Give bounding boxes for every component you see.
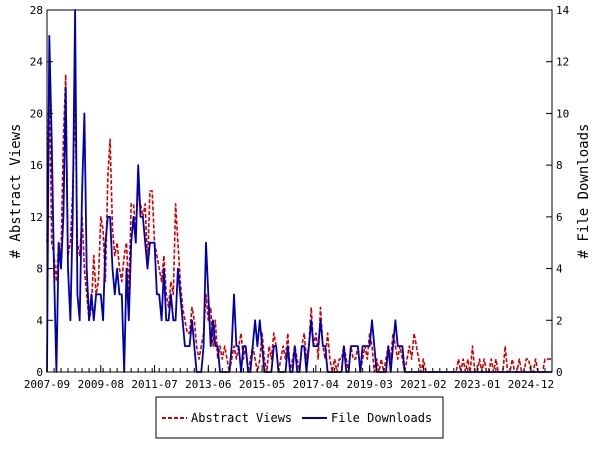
y-left-tick-label: 24 bbox=[30, 56, 44, 69]
x-tick-label: 2019-03 bbox=[346, 378, 392, 391]
series-layer bbox=[46, 9, 552, 373]
y-right-tick-label: 10 bbox=[556, 107, 569, 120]
y-left-tick-label: 12 bbox=[30, 211, 43, 224]
y-left-tick-label: 16 bbox=[30, 159, 43, 172]
legend-label-file-downloads: File Downloads bbox=[331, 411, 432, 425]
y-right-tick-label: 0 bbox=[556, 366, 563, 379]
y-right-tick-label: 2 bbox=[556, 314, 563, 327]
x-axis: 2007-09 2009-08 2011-07 2013-06 2015-05 2017-… bbox=[24, 365, 554, 391]
x-tick-label: 2023-01 bbox=[454, 378, 500, 391]
legend-label-abstract-views: Abstract Views bbox=[191, 411, 292, 425]
y-left-tick-label: 0 bbox=[36, 366, 43, 379]
y-axis-left: 0 4 8 12 16 20 24 28 bbox=[30, 4, 53, 379]
y-right-tick-label: 12 bbox=[556, 56, 569, 69]
y-left-tick-label: 28 bbox=[30, 4, 43, 17]
y-axis-right-label: # File Downloads bbox=[576, 124, 592, 259]
y-left-tick-label: 20 bbox=[30, 107, 43, 120]
x-tick-label: 2013-06 bbox=[185, 378, 231, 391]
y-right-tick-label: 14 bbox=[556, 4, 570, 17]
y-right-tick-label: 4 bbox=[556, 263, 563, 276]
x-tick-label: 2017-04 bbox=[293, 378, 340, 391]
y-axis-right: 0 2 4 6 8 10 12 14 bbox=[546, 4, 570, 379]
y-axis-left-label: # Abstract Views bbox=[8, 124, 24, 259]
y-right-tick-label: 6 bbox=[556, 211, 563, 224]
x-tick-label: 2024-12 bbox=[508, 378, 554, 391]
series-line-file-downloads bbox=[46, 9, 552, 373]
x-tick-label: 2015-05 bbox=[239, 378, 285, 391]
y-right-tick-label: 8 bbox=[556, 159, 563, 172]
x-tick-label: 2007-09 bbox=[24, 378, 70, 391]
x-tick-label: 2009-08 bbox=[78, 378, 124, 391]
x-minor-ticks bbox=[46, 368, 553, 372]
x-tick-label: 2011-07 bbox=[131, 378, 177, 391]
legend-box bbox=[155, 396, 444, 439]
x-tick-label: 2021-02 bbox=[400, 378, 446, 391]
legend: Abstract Views File Downloads bbox=[155, 396, 444, 439]
plot-area: 2007-09 2009-08 2011-07 2013-06 2015-05 2017-… bbox=[24, 4, 570, 391]
y-left-tick-label: 4 bbox=[36, 314, 43, 327]
y-left-tick-label: 8 bbox=[36, 263, 43, 276]
